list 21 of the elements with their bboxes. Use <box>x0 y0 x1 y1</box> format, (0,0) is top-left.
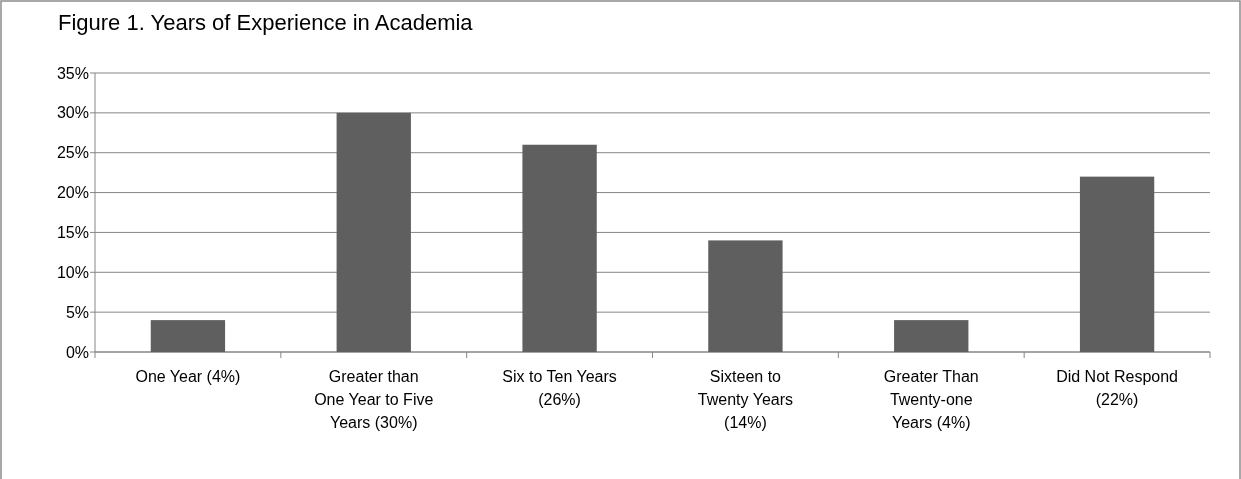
x-tick-label: Did Not Respond (22%) <box>1056 368 1179 408</box>
x-tick-label: Six to Ten Years (26%) <box>502 368 617 408</box>
y-tick-label: 15% <box>56 224 89 242</box>
y-tick-label: 30% <box>56 104 89 122</box>
x-tick-label: Greater than One Year to Five Years (30%) <box>314 368 434 431</box>
bar <box>894 320 969 352</box>
bar <box>522 144 597 352</box>
y-tick-label: 10% <box>56 263 89 281</box>
bar <box>150 320 226 352</box>
y-tick-label: 0% <box>65 343 89 361</box>
y-tick-label: 5% <box>65 303 89 321</box>
x-tick-label: One Year (4%) <box>135 368 241 385</box>
bar <box>708 240 783 352</box>
y-tick-label: 20% <box>56 184 89 202</box>
bar <box>336 112 411 352</box>
x-tick-label: Sixteen to Twenty Years (14%) <box>697 368 793 431</box>
x-tick-label: Greater Than Twenty-one Years (4%) <box>883 368 979 431</box>
bar <box>1079 176 1155 352</box>
y-tick-label: 35% <box>56 64 89 82</box>
y-tick-label: 25% <box>56 144 89 162</box>
chart-title: Figure 1. Years of Experience in Academia <box>58 10 474 35</box>
